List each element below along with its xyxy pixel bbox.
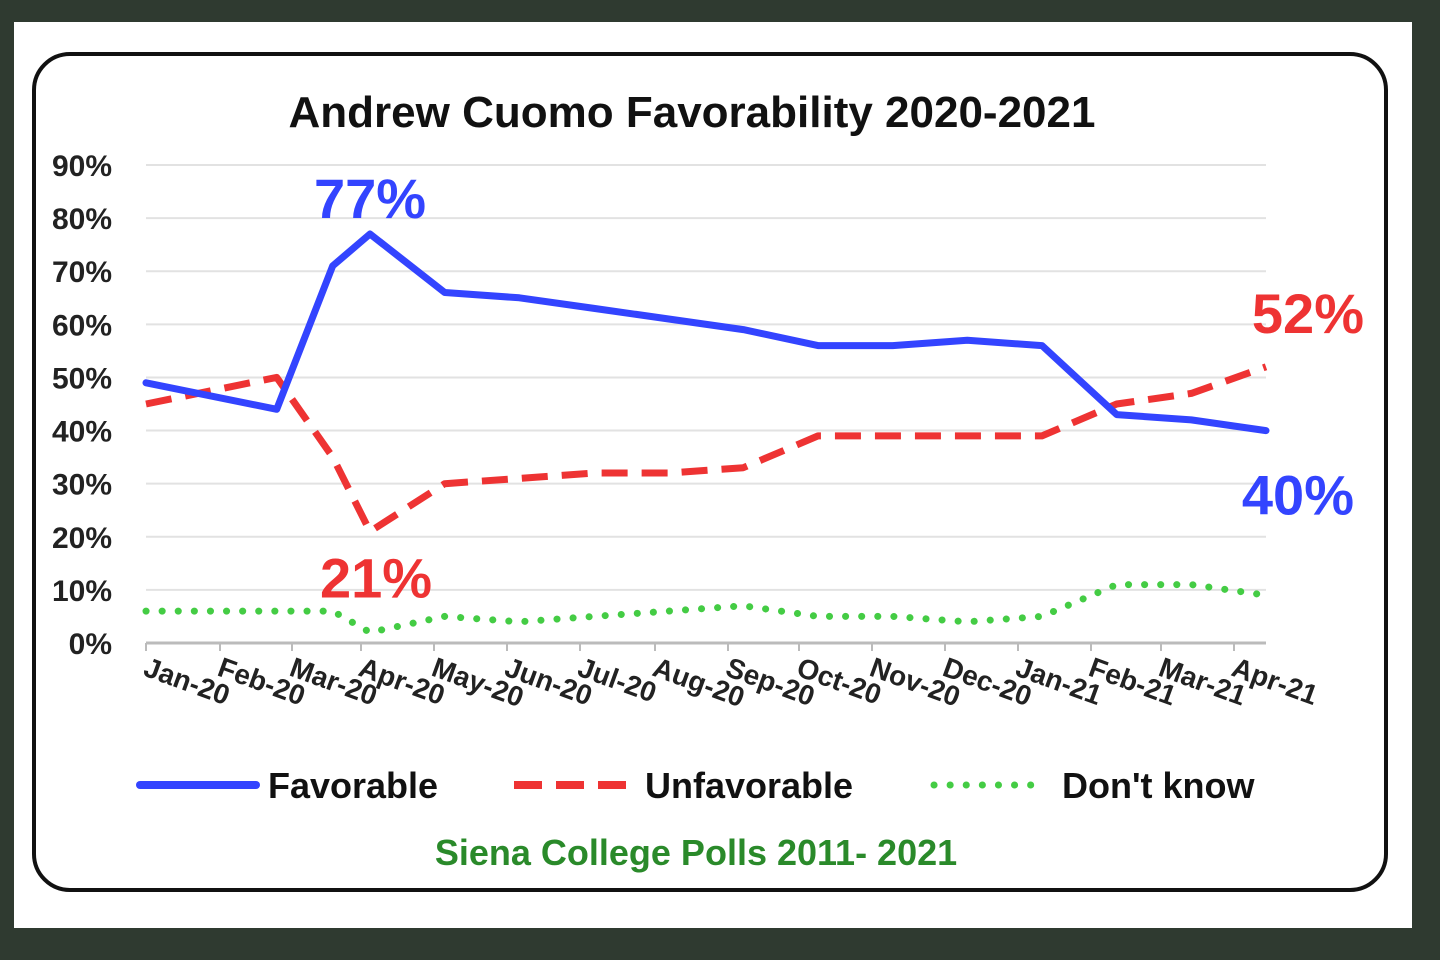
y-tick-label: 50% <box>52 362 112 395</box>
chart-source: Siena College Polls 2011- 2021 <box>435 832 957 873</box>
y-tick-label: 70% <box>52 256 112 289</box>
data-annotation: 77% <box>314 167 426 230</box>
series-lines <box>142 230 1270 636</box>
legend: Favorable Unfavorable Don't know <box>136 765 1256 806</box>
data-annotation: 21% <box>320 546 432 609</box>
chart-title: Andrew Cuomo Favorability 2020-2021 <box>289 88 1096 137</box>
series-line-don-t-know <box>142 581 1270 636</box>
y-tick-label: 40% <box>52 416 112 449</box>
chart-frame <box>32 52 1388 892</box>
y-tick-label: 20% <box>52 522 112 555</box>
y-tick-label: 60% <box>52 309 112 342</box>
y-tick-label: 30% <box>52 469 112 502</box>
y-tick-label: 10% <box>52 575 112 608</box>
series-line-favorable <box>142 230 1270 435</box>
data-annotation: 52% <box>1252 282 1364 345</box>
series-line-unfavorable <box>145 363 1268 535</box>
legend-label: Unfavorable <box>645 765 853 806</box>
y-axis-ticks: 0% 10% 20% 30% 40% 50% 60% 70% 80% 90% <box>52 150 112 661</box>
data-annotation: 40% <box>1242 464 1354 527</box>
y-tick-label: 0% <box>69 628 112 661</box>
y-tick-label: 80% <box>52 203 112 236</box>
legend-label: Favorable <box>268 765 438 806</box>
legend-label: Don't know <box>1062 765 1256 806</box>
data-annotations: 77% 21% 52% 40% <box>314 167 1364 609</box>
y-tick-label: 90% <box>52 150 112 183</box>
